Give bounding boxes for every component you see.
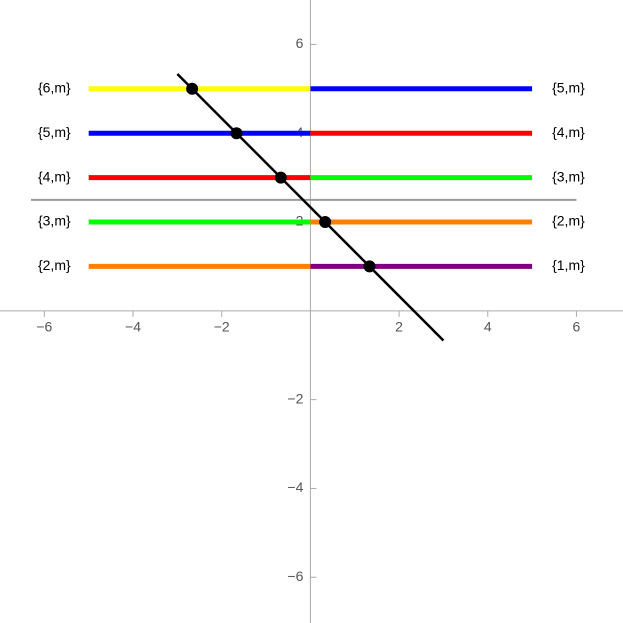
segment-label: {3,m} [552, 168, 585, 184]
segment-label: {6,m} [38, 80, 71, 96]
x-tick-label: 6 [573, 319, 581, 335]
point [363, 260, 376, 273]
line [176, 73, 445, 342]
x-tick-label: 2 [395, 319, 403, 335]
segment-label: {4,m} [552, 124, 585, 140]
y-tick-label: −4 [287, 479, 303, 495]
segment-label: {5,m} [38, 124, 71, 140]
x-tick-label: −6 [36, 319, 52, 335]
x-tick-label: −2 [214, 319, 230, 335]
segment-label: {5,m} [552, 80, 585, 96]
point [186, 82, 199, 95]
y-tick-label: −6 [287, 568, 303, 584]
segment-label: {1,m} [552, 257, 585, 273]
x-tick-label: 4 [484, 319, 492, 335]
point [230, 127, 243, 140]
point [274, 171, 287, 184]
segment-label: {2,m} [552, 213, 585, 229]
point [319, 216, 332, 229]
y-tick-label: −2 [287, 390, 303, 406]
segment-label: {2,m} [38, 257, 71, 273]
segment-label: {3,m} [38, 213, 71, 229]
x-tick-label: −4 [125, 319, 141, 335]
y-tick-label: 6 [296, 35, 304, 51]
segment-label: {4,m} [38, 168, 71, 184]
